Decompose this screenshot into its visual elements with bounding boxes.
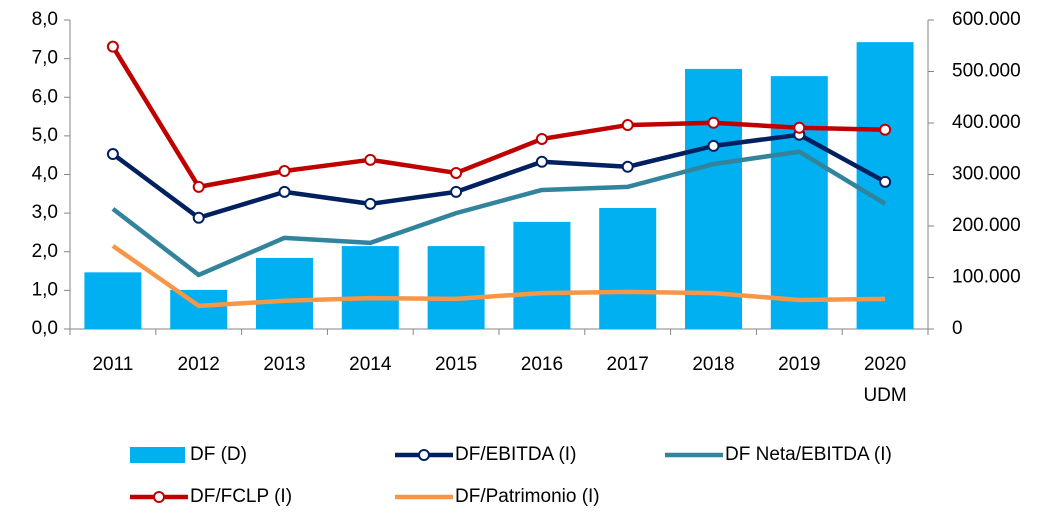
x-tick-label: 2012 bbox=[178, 354, 220, 375]
y-tick-label: 8,0 bbox=[32, 9, 58, 30]
y2-tick-label: 600.000 bbox=[952, 9, 1021, 30]
y-tick-label: 7,0 bbox=[32, 48, 58, 69]
legend-swatch bbox=[130, 447, 185, 463]
y-tick-label: 0,0 bbox=[32, 318, 58, 339]
y2-tick-label: 400.000 bbox=[952, 112, 1021, 133]
bar bbox=[599, 207, 657, 329]
bar bbox=[427, 246, 485, 329]
legend-label: DF (D) bbox=[190, 444, 247, 465]
y2-tick-label: 0 bbox=[952, 318, 963, 339]
y2-tick-label: 100.000 bbox=[952, 267, 1021, 288]
y2-tick-label: 200.000 bbox=[952, 215, 1021, 236]
x-tick-label: 2013 bbox=[263, 354, 305, 375]
x-tick-label: 2016 bbox=[521, 354, 563, 375]
marker bbox=[364, 153, 377, 166]
bar bbox=[685, 68, 742, 330]
marker bbox=[621, 119, 634, 132]
x-tick-label: 2018 bbox=[692, 354, 734, 375]
marker bbox=[192, 180, 205, 193]
x-tick-label: 2014 bbox=[349, 354, 392, 375]
line bbox=[111, 244, 886, 309]
line bbox=[110, 45, 886, 190]
y-tick-label: 5,0 bbox=[32, 125, 58, 146]
line bbox=[111, 132, 887, 221]
legend-label: DF/Patrimonio (I) bbox=[455, 486, 600, 507]
bar bbox=[341, 246, 399, 329]
legend-marker bbox=[418, 449, 430, 461]
y-tick-label: 3,0 bbox=[32, 202, 58, 223]
legend-label: DF/FCLP (I) bbox=[190, 486, 292, 507]
bar bbox=[513, 221, 571, 329]
bar bbox=[770, 76, 828, 329]
legend-marker bbox=[153, 491, 165, 503]
y-tick-label: 6,0 bbox=[32, 86, 58, 107]
legend-label: DF/EBITDA (I) bbox=[455, 444, 576, 465]
x-tick-label: 2015 bbox=[435, 354, 477, 375]
marker bbox=[793, 121, 806, 134]
marker bbox=[106, 40, 119, 53]
bar bbox=[256, 257, 313, 329]
marker bbox=[450, 166, 463, 179]
y2-tick-label: 300.000 bbox=[952, 164, 1021, 185]
y-tick-label: 1,0 bbox=[32, 279, 58, 300]
x-tick-label: 2020 UDM bbox=[863, 354, 906, 406]
marker bbox=[450, 185, 463, 198]
line bbox=[111, 149, 887, 278]
marker bbox=[879, 123, 892, 136]
marker bbox=[106, 148, 119, 161]
x-tick-label: 2017 bbox=[607, 354, 649, 375]
y2-tick-label: 500.000 bbox=[952, 61, 1021, 82]
marker bbox=[879, 175, 892, 188]
marker bbox=[535, 155, 548, 168]
marker bbox=[278, 185, 291, 198]
marker bbox=[278, 165, 291, 178]
marker bbox=[192, 211, 205, 224]
x-tick-label: 2019 bbox=[778, 354, 820, 375]
legend-label: DF Neta/EBITDA (I) bbox=[725, 444, 892, 465]
marker bbox=[707, 139, 720, 152]
marker bbox=[707, 116, 720, 129]
bar bbox=[170, 289, 228, 329]
x-tick-label: 2011 bbox=[92, 354, 133, 375]
marker bbox=[364, 197, 377, 210]
y-tick-label: 2,0 bbox=[32, 241, 58, 262]
marker bbox=[535, 132, 548, 145]
bar bbox=[84, 272, 142, 329]
y-tick-label: 4,0 bbox=[32, 164, 58, 185]
marker bbox=[621, 160, 634, 173]
